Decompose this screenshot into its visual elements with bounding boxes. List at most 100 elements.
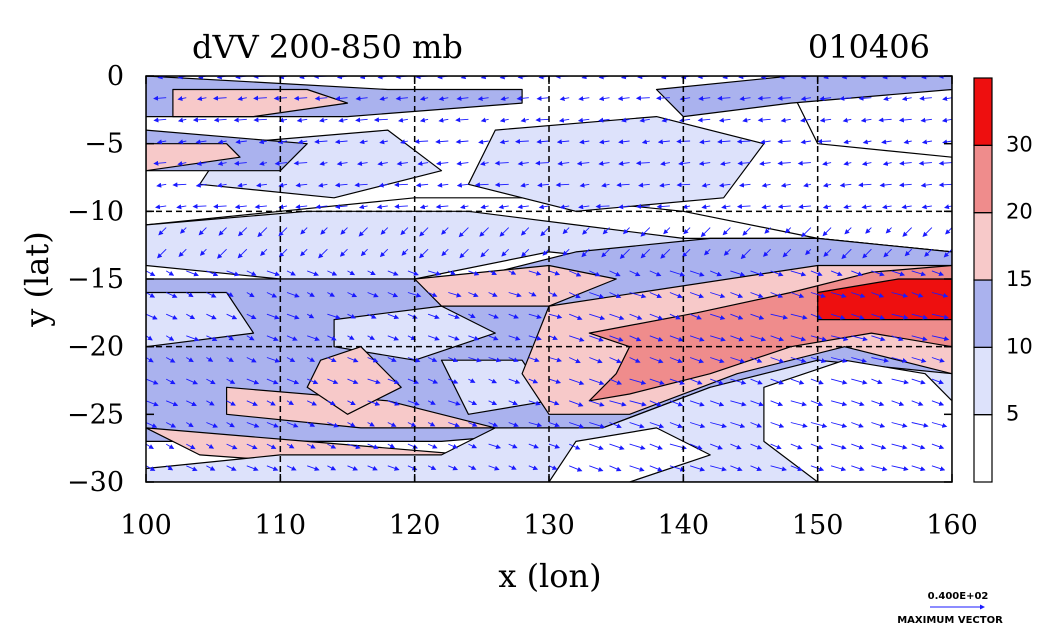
wind-vector	[414, 138, 429, 144]
y-tick-label: −20	[67, 332, 124, 363]
wind-vector	[508, 378, 521, 384]
wind-vector	[941, 117, 952, 123]
wind-vector	[569, 465, 583, 472]
wind-vector	[293, 160, 308, 166]
wind-vector	[266, 313, 280, 320]
wind-vector	[790, 422, 808, 428]
wind-vector	[258, 139, 268, 145]
wind-vector	[760, 139, 771, 145]
wind-vector	[307, 335, 320, 342]
wind-vector	[347, 270, 356, 276]
colorbar-band	[973, 212, 993, 281]
wind-vector	[165, 465, 174, 471]
wind-vector	[146, 184, 147, 185]
wind-vector	[535, 160, 550, 166]
wind-vector	[656, 204, 670, 210]
wind-vector	[347, 400, 356, 406]
wind-vector	[540, 227, 550, 237]
wind-vector	[400, 139, 409, 145]
wind-vector	[911, 400, 924, 406]
wind-vector	[448, 378, 459, 384]
wind-vector	[669, 422, 683, 429]
wind-vector	[710, 400, 725, 407]
wind-vector	[656, 95, 670, 101]
wind-vector	[334, 204, 348, 210]
wind-vector	[945, 227, 952, 235]
wind-vector	[327, 292, 335, 297]
wind-vector	[770, 313, 789, 320]
wind-vector	[757, 95, 771, 101]
wind-vector	[319, 117, 328, 123]
wind-vector	[871, 443, 887, 450]
wind-vector	[858, 182, 872, 188]
wind-vector	[669, 292, 683, 299]
wind-vector	[635, 95, 650, 101]
wind-vector	[830, 292, 847, 298]
wind-vector	[156, 139, 167, 145]
wind-vector	[800, 139, 811, 145]
colorbar-band	[973, 414, 993, 483]
wind-vector	[480, 117, 489, 123]
wind-vector	[689, 422, 706, 429]
wind-vector	[206, 335, 218, 342]
wind-vector	[338, 117, 348, 123]
wind-vector	[335, 95, 348, 101]
wind-vector	[508, 292, 522, 298]
wind-vector	[166, 400, 179, 407]
wind-vector	[146, 119, 147, 120]
wind-vector	[347, 313, 356, 319]
wind-vector	[669, 270, 686, 277]
x-tick-label: 110	[255, 510, 307, 541]
wind-vector	[689, 400, 705, 407]
wind-vector	[790, 378, 805, 385]
wind-vector	[777, 139, 791, 145]
wind-vector	[358, 204, 368, 210]
x-tick-label: 100	[120, 510, 172, 541]
wind-vector	[218, 227, 227, 236]
wind-vector	[924, 248, 933, 257]
wind-vector	[477, 96, 489, 102]
wind-vector	[730, 378, 747, 385]
wind-vector	[517, 204, 529, 210]
wind-vector	[871, 313, 885, 320]
wind-vector	[944, 204, 952, 210]
wind-vector	[377, 161, 388, 167]
wind-vector	[951, 465, 952, 467]
wind-vector	[367, 400, 381, 406]
wind-vector	[810, 378, 824, 385]
wind-vector	[589, 465, 604, 472]
wind-vector	[177, 161, 187, 166]
wind-vector	[367, 443, 379, 450]
wind-vector	[340, 227, 348, 235]
wind-vector	[498, 204, 509, 210]
wind-vector	[577, 117, 590, 123]
wind-vector	[556, 139, 570, 145]
wind-vector	[435, 139, 449, 145]
wind-vector	[437, 182, 449, 188]
wind-vector	[951, 314, 952, 315]
wind-vector	[830, 465, 847, 472]
wind-vector	[542, 248, 550, 256]
wind-vector	[378, 182, 388, 188]
wind-vector	[737, 160, 751, 166]
wind-vector	[401, 248, 409, 256]
wind-vector	[730, 422, 746, 429]
wind-vector	[951, 444, 952, 445]
wind-vector	[777, 204, 791, 210]
wind-vector	[186, 270, 199, 277]
wind-vector	[742, 227, 751, 236]
wind-vector	[146, 270, 156, 276]
wind-vector	[347, 465, 359, 471]
wind-vector	[669, 378, 685, 385]
wind-vector	[764, 227, 771, 234]
wind-vector	[770, 270, 784, 277]
wind-vector	[536, 95, 550, 101]
wind-vector	[146, 443, 154, 450]
wind-vector	[347, 292, 358, 298]
wind-vector	[770, 443, 782, 450]
wind-vector	[407, 443, 419, 449]
wind-vector	[730, 313, 744, 320]
wind-vector	[770, 400, 784, 407]
wind-vector	[468, 335, 480, 341]
wind-vector	[750, 465, 763, 471]
